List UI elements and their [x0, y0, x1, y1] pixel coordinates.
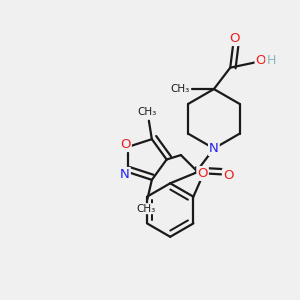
Text: CH₃: CH₃	[171, 84, 190, 94]
Text: CH₃: CH₃	[136, 204, 155, 214]
Text: N: N	[209, 142, 219, 155]
Text: N: N	[120, 168, 130, 181]
Text: O: O	[223, 169, 233, 182]
Text: H: H	[266, 54, 276, 67]
Text: O: O	[120, 138, 131, 151]
Text: O: O	[197, 167, 208, 180]
Text: CH₃: CH₃	[138, 107, 157, 117]
Text: O: O	[256, 54, 266, 67]
Text: O: O	[230, 32, 240, 45]
